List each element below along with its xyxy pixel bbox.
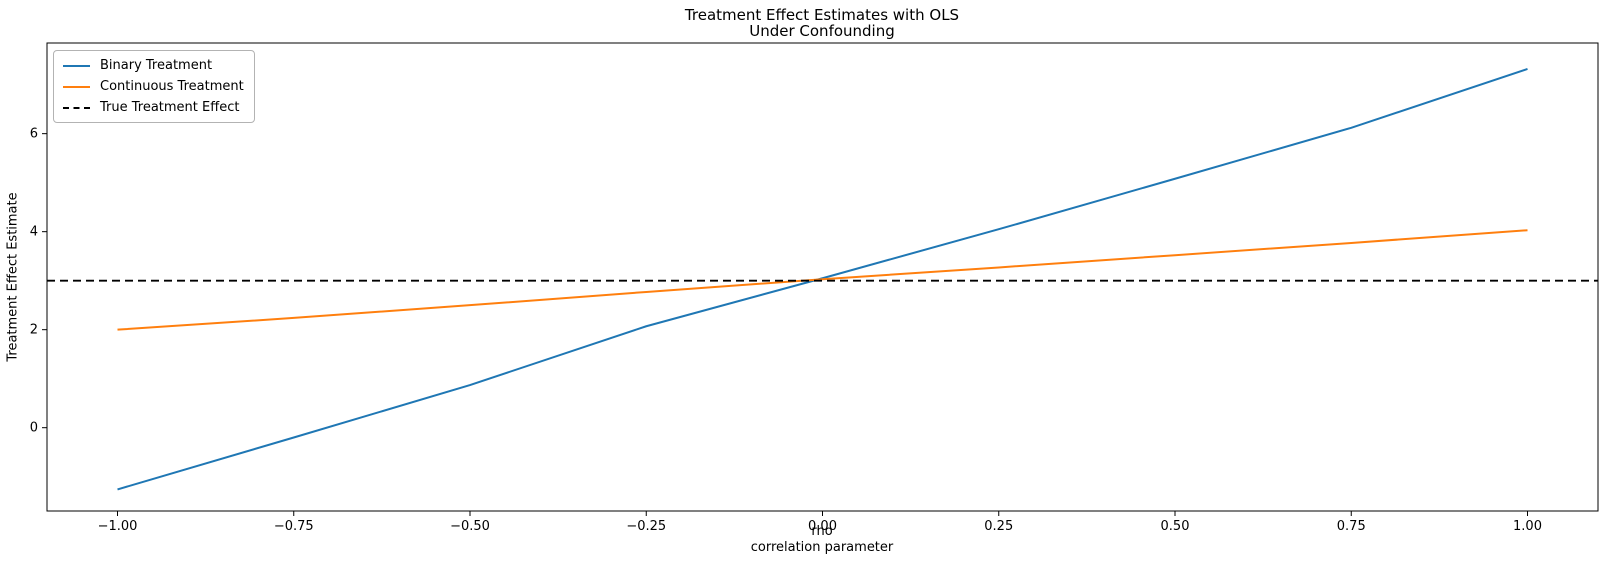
x-tick-label: 1.00 [1513,519,1542,534]
chart-title-line1: Treatment Effect Estimates with OLS [684,6,960,24]
x-tick-label: −1.00 [97,519,138,534]
legend-line-swatch-true-effect [63,106,90,109]
y-axis-label: Treatment Effect Estimate [5,192,21,362]
x-tick-label: 0.50 [1160,519,1190,534]
legend-label-binary-treatment: Binary Treatment [100,58,213,73]
x-tick-label: 0.25 [984,519,1014,534]
x-tick-label: −0.50 [450,519,490,534]
chart-title-line2: Under Confounding [749,22,895,40]
y-tick-label: 0 [29,420,38,436]
x-axis-label: rho correlation parameter [751,524,894,556]
y-tick-label: 4 [29,224,38,240]
legend-label-continuous-treatment: Continuous Treatment [100,79,244,94]
continuous-treatment-line [117,229,1528,331]
legend-item-true-treatment-effect: True Treatment Effect [63,97,244,118]
chart-title: Treatment Effect Estimates with OLS Unde… [685,7,959,39]
x-tick-label: 0.75 [1336,519,1366,534]
y-tick-label: 2 [29,322,38,338]
legend-label-true-treatment-effect: True Treatment Effect [100,100,240,115]
x-tick-label: −0.25 [626,519,667,534]
legend-item-binary-treatment: Binary Treatment [63,55,244,76]
y-tick-label: 6 [29,126,38,142]
x-axis-label-line1: rho [811,524,833,539]
x-tick-label: 0.00 [808,519,837,534]
legend: Binary Treatment Continuous Treatment Tr… [53,50,255,123]
legend-item-continuous-treatment: Continuous Treatment [63,76,244,97]
x-tick-label: −0.75 [273,519,314,534]
x-axis-label-line2: correlation parameter [750,540,894,555]
legend-line-swatch-continuous [63,85,90,88]
legend-line-swatch-binary [63,64,90,67]
